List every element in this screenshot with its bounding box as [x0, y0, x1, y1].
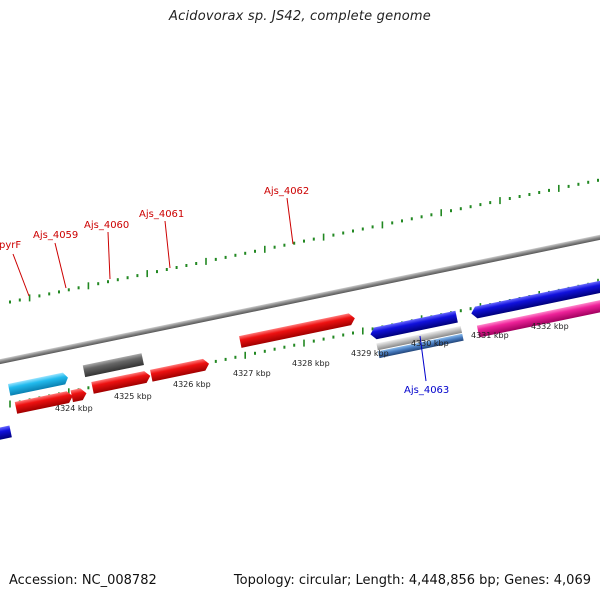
scale-label: 4326 kbp [173, 380, 211, 389]
gene-label-pyrF: pyrF [0, 240, 21, 251]
gene-feature-forward [14, 391, 73, 414]
scale-label: 4324 kbp [55, 404, 93, 413]
gene-feature-reverse [0, 425, 12, 445]
gene-label-Ajs_4063: Ajs_4063 [404, 385, 449, 396]
gene-label-Ajs_4062: Ajs_4062 [264, 186, 309, 197]
gene-feature-pseudo [82, 353, 144, 378]
gene-labels: pyrF Ajs_4059 Ajs_4060 Ajs_4061 Ajs_4062… [0, 186, 449, 396]
outer-tick-track [9, 178, 599, 304]
gene-feature-forward [239, 313, 355, 348]
genome-backbone [0, 220, 600, 380]
genome-summary-text: Topology: circular; Length: 4,448,856 bp… [233, 573, 591, 588]
gene-feature-forward [91, 371, 151, 394]
gene-feature-reverse [471, 272, 600, 319]
scale-label: 4332 kbp [531, 322, 569, 331]
gene-label-Ajs_4061: Ajs_4061 [139, 209, 184, 220]
gene-feature-pseudo [376, 325, 463, 351]
gene-label-Ajs_4059: Ajs_4059 [33, 230, 78, 241]
gene-features [0, 272, 600, 445]
gene-label-Ajs_4060: Ajs_4060 [84, 220, 129, 231]
gene-feature-misc [476, 290, 600, 338]
scale-label: 4328 kbp [292, 359, 330, 368]
scale-label: 4327 kbp [233, 369, 271, 378]
gene-feature-rna [7, 372, 68, 396]
scale-label: 4329 kbp [351, 349, 389, 358]
map-title: Acidovorax sp. JS42, complete genome [169, 9, 431, 24]
scale-label: 4331 kbp [471, 331, 509, 340]
gene-feature-forward [70, 388, 87, 403]
gene-callout-lines [12, 197, 427, 382]
scale-label: 4325 kbp [114, 392, 152, 401]
scale-labels: 4324 kbp 4325 kbp 4326 kbp 4327 kbp 4328… [55, 322, 569, 413]
accession-text: Accession: NC_008782 [9, 573, 157, 588]
gene-feature-forward [150, 358, 210, 382]
scale-label: 4330 kbp [411, 339, 449, 348]
gene-feature-reverse [370, 310, 458, 340]
